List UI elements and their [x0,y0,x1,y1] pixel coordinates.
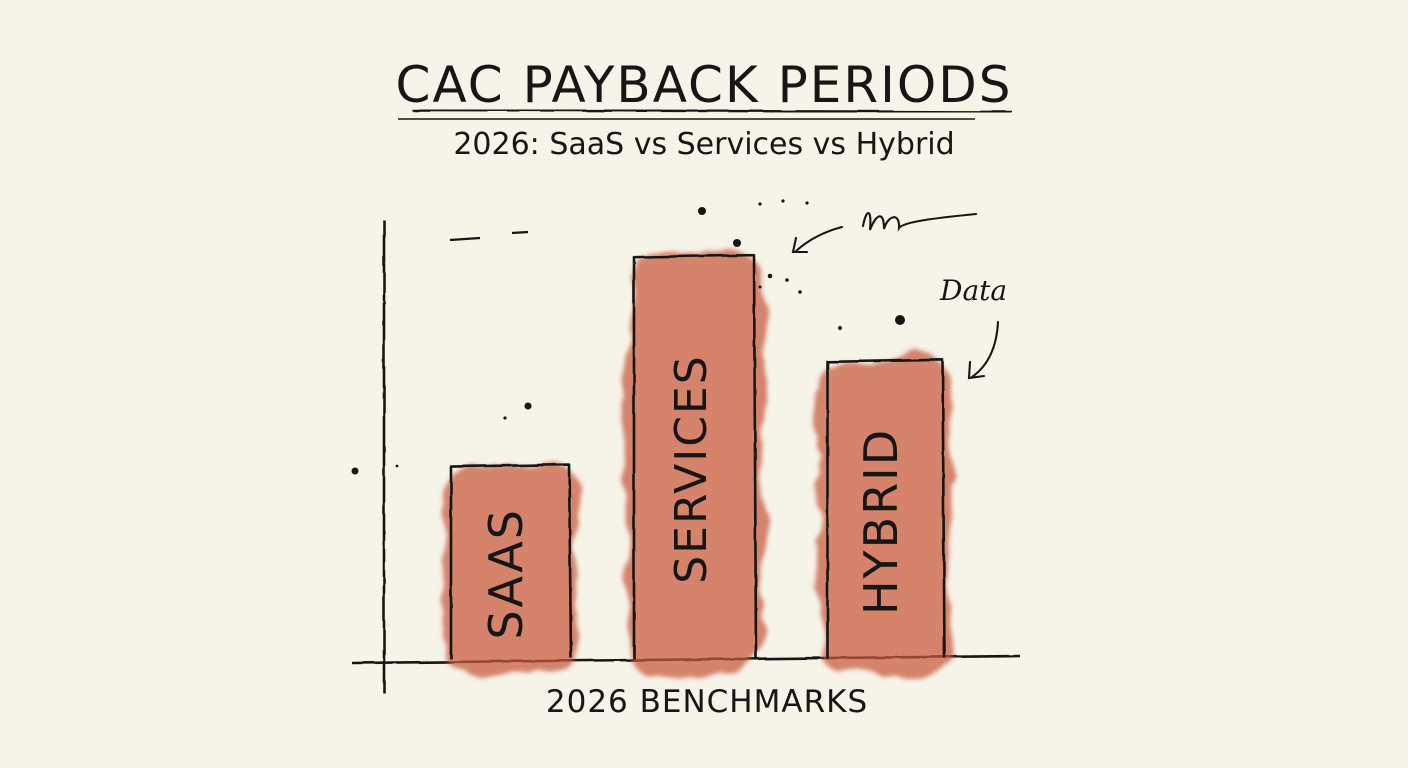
bar-label-saas: SAAS [479,508,533,639]
arrow-head-services [791,236,809,254]
chart-subtitle: 2026: SaaS vs Services vs Hybrid [453,127,954,162]
bar-wash-services [626,253,762,673]
annotation-marks [791,211,1000,380]
bar-outline-services [632,253,758,659]
bar-label-services: SERVICES [666,354,717,583]
chart-title: CAC PAYBACK PERIODS [396,56,1013,114]
bar-hybrid: HYBRID [819,357,951,673]
bar-group: SAAS SERVICES HYBRID [443,253,951,673]
arrow-head-hybrid [967,360,986,380]
bar-outline-saas [449,463,573,659]
bar-wash-hybrid [819,357,951,673]
title-underline [411,108,1013,114]
bar-services: SERVICES [626,253,762,673]
bar-outline-hybrid [826,358,946,659]
arrow-to-hybrid [970,320,1000,379]
ink-splatter [351,199,905,475]
arrow-to-services [794,225,844,253]
bar-wash-saas [443,462,577,673]
bar-saas: SAAS [443,462,577,673]
bar-label-hybrid: HYBRID [854,428,908,615]
annotation-data-label: Data [939,274,1007,307]
x-axis-label: 2026 BENCHMARKS [546,684,868,720]
scribble-note [861,211,978,232]
